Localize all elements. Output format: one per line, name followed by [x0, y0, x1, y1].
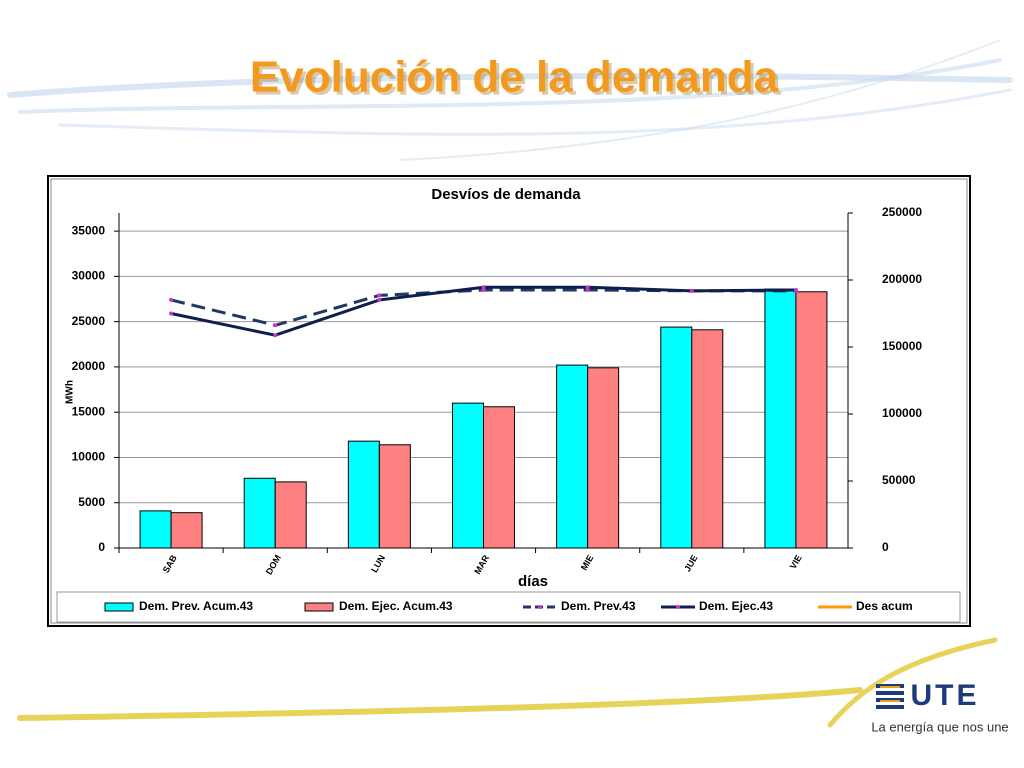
- legend-label: Dem. Ejec.43: [699, 599, 773, 613]
- line-marker: [585, 285, 590, 290]
- legend-marker: [538, 605, 542, 609]
- y-tick-label: 35000: [72, 223, 106, 237]
- legend-swatch: [104, 602, 134, 612]
- line-marker: [169, 297, 174, 302]
- y2-tick-label: 200000: [882, 272, 922, 286]
- slide-title: Evolución de la demanda: [250, 53, 779, 102]
- y-tick-label: 5000: [78, 495, 105, 509]
- y-tick-label: 20000: [72, 359, 106, 373]
- decoration: [7, 39, 1013, 728]
- y-tick-label: 25000: [72, 314, 106, 328]
- legend-label: Des acum: [856, 599, 913, 613]
- bar: [274, 481, 307, 549]
- bar: [452, 402, 484, 549]
- bar: [795, 291, 828, 549]
- line-marker: [377, 297, 382, 302]
- bar: [139, 510, 172, 549]
- legend-marker: [676, 605, 680, 609]
- legend-swatch: [304, 602, 334, 612]
- y2-tick-label: 0: [882, 540, 889, 554]
- bar: [587, 367, 620, 549]
- bar: [556, 364, 589, 549]
- bar: [764, 288, 797, 549]
- line-marker: [689, 288, 694, 293]
- logo-tagline: La energía que nos une: [871, 719, 1008, 734]
- logo-name: UTE: [911, 679, 980, 712]
- y2-tick-label: 50000: [882, 473, 916, 487]
- y-tick-label: 0: [98, 540, 105, 554]
- legend-label: Dem. Ejec. Acum.43: [339, 599, 453, 613]
- bar: [243, 477, 276, 549]
- x-axis-label: días: [518, 573, 548, 590]
- y-tick-label: 15000: [72, 404, 106, 418]
- title-shadow: Evolución de la demanda: [253, 56, 782, 105]
- line-marker: [793, 287, 798, 292]
- chart-inner-frame: [50, 178, 968, 624]
- bar: [691, 329, 724, 549]
- line-marker: [481, 285, 486, 290]
- line-marker: [169, 311, 174, 316]
- chart-title: Desvíos de demanda: [431, 186, 581, 203]
- legend-label: Dem. Prev.43: [561, 599, 636, 613]
- bar: [170, 512, 203, 549]
- y-tick-label: 30000: [72, 269, 106, 283]
- legend-label: Dem. Prev. Acum.43: [139, 599, 253, 613]
- legend-box: [56, 591, 961, 623]
- line-marker: [273, 333, 278, 338]
- y2-tick-label: 250000: [882, 205, 922, 219]
- bar: [660, 326, 693, 549]
- y2-tick-label: 150000: [882, 339, 922, 353]
- bar: [347, 440, 380, 549]
- y-axis-label: MWh: [65, 380, 76, 404]
- logo: UTE La energía que nos une: [871, 679, 1008, 735]
- y2-tick-label: 100000: [882, 406, 922, 420]
- line-marker: [273, 323, 278, 328]
- line-marker: [377, 293, 382, 298]
- y-tick-label: 10000: [72, 450, 106, 464]
- bar: [483, 406, 515, 549]
- bar: [378, 444, 411, 549]
